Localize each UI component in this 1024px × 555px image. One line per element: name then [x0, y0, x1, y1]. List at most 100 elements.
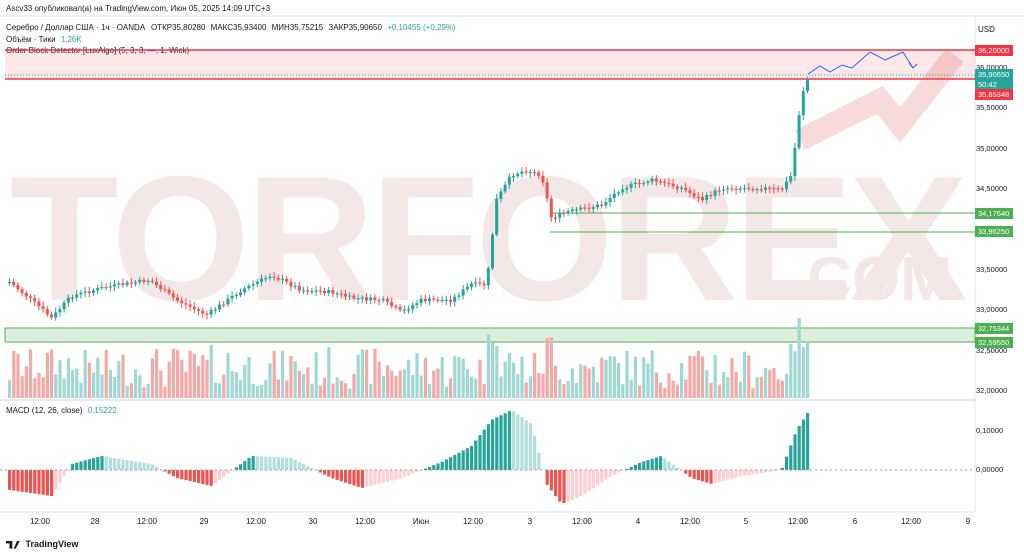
macd-histogram	[8, 411, 810, 504]
volume-bar	[255, 385, 259, 398]
macd-bar	[268, 456, 272, 470]
macd-bar	[117, 458, 121, 470]
macd-bar	[465, 448, 469, 470]
time-tick: 12:00	[787, 517, 809, 526]
volume-bar	[272, 350, 276, 398]
macd-bar	[352, 470, 356, 486]
candle-body	[8, 281, 11, 284]
candle-body	[71, 297, 74, 299]
candle-body	[428, 298, 431, 302]
candle-body	[268, 276, 272, 279]
candle-body	[554, 217, 557, 219]
volume-bar	[276, 379, 280, 398]
footer-brand[interactable]: TradingView	[6, 539, 78, 549]
volume-bar	[495, 346, 499, 398]
candle-body	[596, 204, 599, 208]
macd-bar	[20, 470, 24, 492]
candle-body	[449, 299, 452, 302]
volume-bar	[41, 377, 45, 398]
volume-bar	[37, 372, 41, 398]
macd-bar	[369, 470, 373, 486]
volume-bar	[58, 360, 62, 398]
candle-body	[386, 299, 389, 302]
volume-bar	[306, 367, 310, 398]
macd-bar	[482, 429, 486, 470]
volume-bar	[537, 373, 541, 398]
candle-body	[717, 190, 721, 192]
macd-bar	[415, 470, 419, 472]
macd-bar	[331, 470, 335, 479]
volume-bar	[167, 361, 171, 398]
volume-bar	[230, 371, 234, 398]
macd-bar	[188, 470, 192, 482]
macd-bar	[360, 470, 364, 488]
macd-bar	[667, 461, 671, 470]
candle-body	[373, 297, 377, 301]
candle-body	[587, 207, 591, 209]
symbol-line[interactable]: Серебро / Доллар США · 1ч · OANDA ОТКР35…	[6, 23, 456, 32]
candle-body	[394, 306, 398, 308]
volume-bar	[785, 373, 789, 398]
candle-body	[327, 290, 331, 294]
support-tag-3: 32,75344	[975, 323, 1013, 334]
candle-body	[709, 194, 713, 197]
macd-bar	[491, 419, 495, 470]
macd-bar	[688, 470, 692, 477]
macd-bar	[285, 457, 289, 470]
candle-body	[369, 297, 373, 301]
volume-bar	[730, 358, 734, 398]
candle-body	[138, 279, 142, 283]
candle-body	[12, 281, 16, 286]
ohlc-low: МИН35,75215	[271, 23, 324, 32]
volume-bar	[188, 350, 192, 398]
volume-bar	[465, 368, 469, 398]
macd-bar	[621, 470, 625, 471]
symbol-title: Серебро / Доллар США · 1ч · OANDA	[6, 23, 145, 32]
candle-body	[633, 182, 637, 184]
price-tick: 33,50000	[976, 265, 1008, 274]
candle-body	[558, 212, 562, 218]
candle-body	[436, 299, 440, 301]
candle-body	[806, 79, 809, 91]
candle-body	[503, 184, 507, 192]
macd-bar	[780, 467, 784, 470]
volume-bar	[100, 374, 104, 398]
macd-bar	[230, 470, 234, 471]
macd-bar	[612, 470, 616, 475]
volume-bar	[659, 382, 663, 398]
volume-bar	[129, 383, 133, 398]
candle-body	[83, 291, 87, 293]
volume-bar	[789, 343, 793, 398]
candle-body	[117, 283, 121, 285]
macd-bar	[650, 458, 654, 470]
macd-bar	[167, 470, 171, 474]
candle-body	[444, 299, 448, 301]
volume-bar	[621, 384, 625, 398]
macd-bar	[692, 470, 696, 479]
bearish-order-block	[5, 50, 975, 79]
volume-legend[interactable]: Объём · Тики 1,26K	[6, 35, 82, 44]
volume-bar	[478, 359, 482, 398]
volume-bar	[247, 357, 251, 398]
time-tick: Июн	[412, 517, 430, 526]
macd-label: MACD (12, 26, close)	[6, 406, 83, 415]
macd-bar	[92, 458, 96, 470]
macd-bar	[507, 411, 511, 470]
macd-bar	[793, 434, 797, 470]
candle-body	[491, 234, 494, 269]
candle-body	[415, 303, 419, 306]
currency-label[interactable]: USD	[978, 25, 995, 34]
macd-bar	[755, 470, 759, 474]
volume-bar	[222, 374, 226, 398]
candle-body	[348, 295, 352, 297]
candle-body	[121, 283, 125, 286]
volume-bar	[453, 356, 457, 398]
volume-bar	[79, 382, 83, 398]
macd-legend[interactable]: MACD (12, 26, close) 0,15222	[6, 406, 117, 415]
candle-body	[310, 291, 314, 293]
volume-bar	[713, 355, 717, 398]
macd-bar	[402, 470, 406, 477]
candle-body	[705, 194, 709, 201]
volume-bar	[675, 384, 679, 398]
